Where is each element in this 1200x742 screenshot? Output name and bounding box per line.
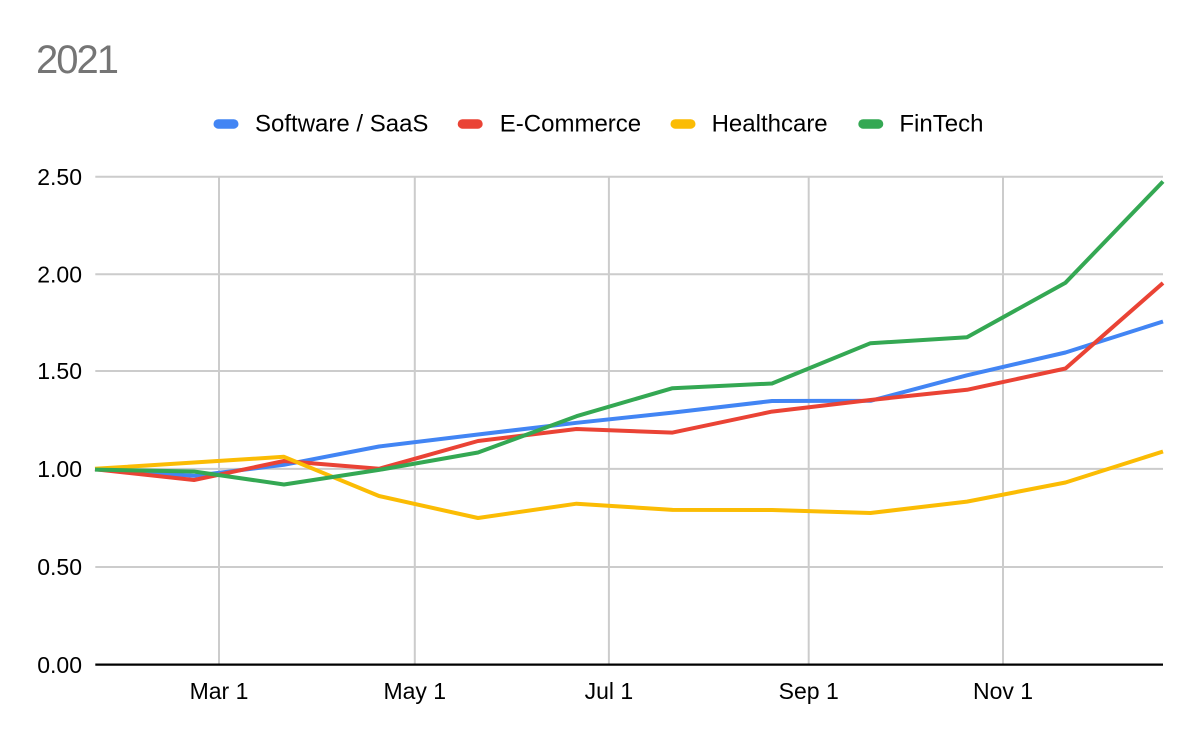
svg-text:0.50: 0.50 — [37, 554, 82, 580]
svg-text:FinTech: FinTech — [899, 111, 983, 138]
svg-text:Sep 1: Sep 1 — [779, 678, 839, 704]
svg-text:May 1: May 1 — [383, 678, 446, 704]
svg-text:2.00: 2.00 — [37, 262, 82, 288]
svg-text:2.50: 2.50 — [37, 164, 82, 190]
svg-text:0.00: 0.00 — [37, 652, 82, 678]
svg-text:Nov 1: Nov 1 — [973, 678, 1033, 704]
svg-text:1.00: 1.00 — [37, 456, 82, 482]
svg-text:Jul 1: Jul 1 — [585, 678, 634, 704]
svg-text:2021: 2021 — [36, 38, 118, 82]
svg-text:E-Commerce: E-Commerce — [500, 111, 641, 138]
svg-text:Mar 1: Mar 1 — [190, 678, 249, 704]
svg-text:1.50: 1.50 — [37, 358, 82, 384]
svg-text:Healthcare: Healthcare — [712, 111, 828, 138]
svg-text:Software / SaaS: Software / SaaS — [255, 111, 428, 138]
